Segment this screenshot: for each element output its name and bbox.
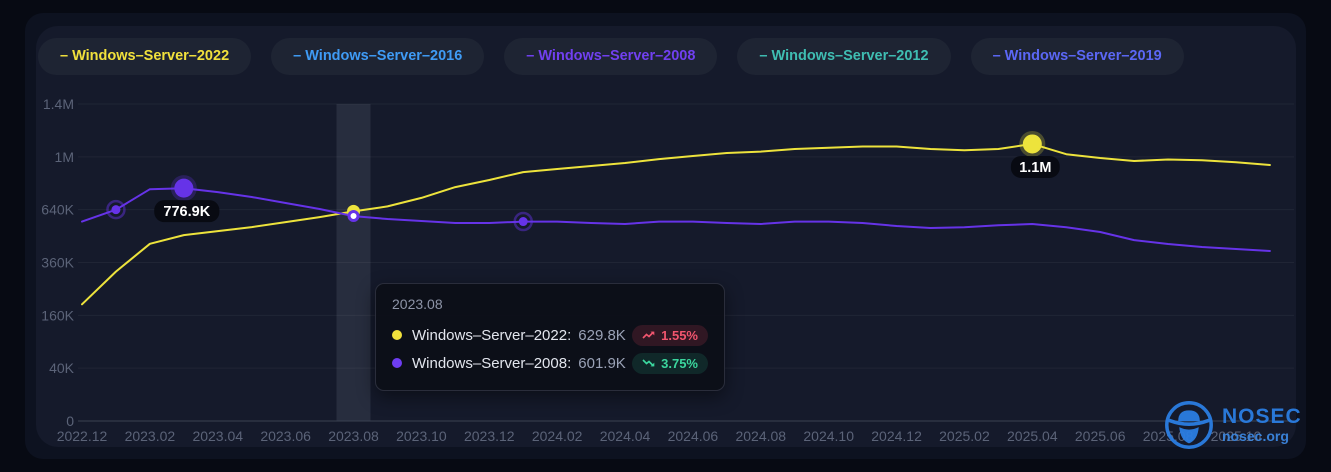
x-axis-label: 2023.04	[192, 428, 243, 444]
y-axis-label: 1M	[55, 149, 74, 165]
data-point-marker[interactable]	[1022, 134, 1042, 154]
tooltip-series-name: Windows–Server–2022:	[412, 326, 572, 344]
series-line-windows-server-2022[interactable]	[81, 142, 1271, 306]
legend-chip-windows-server-2012[interactable]: – Windows–Server–2012	[737, 38, 951, 75]
x-axis-label: 2023.12	[464, 428, 515, 444]
tooltip-series-name: Windows–Server–2008:	[412, 354, 572, 372]
tooltip: 2023.08 Windows–Server–2022: 629.8K 1.55% W…	[375, 283, 725, 391]
watermark-text: NOSEC nosec.org	[1222, 405, 1302, 445]
legend-chip-windows-server-2008[interactable]: – Windows–Server–2008	[504, 38, 718, 75]
x-axis-label: 2024.02	[532, 428, 583, 444]
legend-chip-windows-server-2016[interactable]: – Windows–Server–2016	[271, 38, 485, 75]
x-axis-label: 2024.08	[735, 428, 786, 444]
y-axis-label: 0	[66, 413, 74, 429]
x-axis-label: 2025.04	[1007, 428, 1058, 444]
legend-chip-windows-server-2022[interactable]: – Windows–Server–2022	[38, 38, 252, 75]
glow-marker-core[interactable]	[518, 217, 528, 227]
x-axis-label: 2025.06	[1075, 428, 1126, 444]
y-axis-label: 40K	[49, 360, 75, 376]
x-axis-label: 2023.02	[125, 428, 176, 444]
series-line-windows-server-2008[interactable]	[81, 187, 1271, 252]
y-axis-label: 640K	[41, 202, 74, 218]
glow-marker[interactable]	[513, 211, 533, 232]
x-axis-label: 2025.02	[939, 428, 990, 444]
watermark: NOSEC nosec.org	[1163, 399, 1302, 451]
tooltip-row: Windows–Server–2008: 601.9K 3.75%	[392, 349, 708, 377]
watermark-brand: NOSEC	[1222, 405, 1302, 428]
x-axis-label: 2025.10	[1211, 428, 1262, 444]
trend-badge: 3.75%	[632, 352, 708, 374]
legend-chip-windows-server-2019[interactable]: – Windows–Server–2019	[970, 38, 1184, 75]
point-label: 776.9K	[163, 204, 210, 220]
x-axis-label: 2024.04	[600, 428, 651, 444]
x-axis-label: 2023.06	[260, 428, 311, 444]
data-point-marker[interactable]	[174, 178, 194, 198]
series-dot	[392, 330, 402, 340]
point-label-pill	[154, 200, 220, 223]
watermark-site: nosec.org	[1222, 428, 1289, 444]
x-axis-label: 2024.06	[668, 428, 719, 444]
x-axis-label: 2024.10	[803, 428, 854, 444]
tooltip-series-value: 629.8K	[578, 326, 626, 344]
hover-marker[interactable]	[347, 210, 360, 223]
axis-highlight-band	[336, 104, 371, 421]
x-axis-label: 2022.12	[57, 428, 108, 444]
y-axis-label: 1.4M	[43, 96, 74, 112]
trend-up-icon	[642, 331, 655, 339]
tooltip-title: 2023.08	[392, 296, 443, 312]
point-label: 1.1M	[1019, 160, 1051, 176]
legend: – Windows–Server–2022 – Windows–Server–20…	[38, 38, 1184, 75]
x-axis-label: 2023.08	[328, 428, 379, 444]
x-axis-label: 2024.12	[871, 428, 922, 444]
y-axis-label: 360K	[41, 255, 74, 271]
y-axis-label: 160K	[41, 307, 74, 323]
trend-down-icon	[642, 359, 655, 367]
point-label-pill	[1010, 155, 1060, 178]
tooltip-series-value: 601.9K	[578, 354, 626, 372]
trend-badge: 1.55%	[632, 324, 708, 346]
nosec-logo-icon	[1165, 401, 1213, 449]
glow-marker-core[interactable]	[111, 205, 121, 215]
series-dot	[392, 358, 402, 368]
x-axis-label: 2023.10	[396, 428, 447, 444]
tooltip-row: Windows–Server–2022: 629.8K 1.55%	[392, 321, 708, 349]
glow-marker[interactable]	[106, 199, 126, 220]
